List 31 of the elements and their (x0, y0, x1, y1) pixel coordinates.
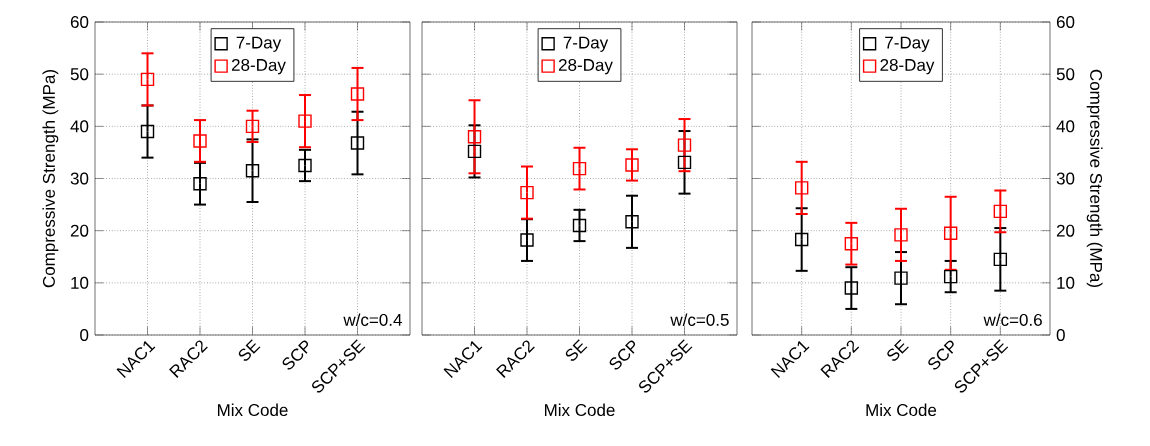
y-axis-title: Compressive Strength (MPa) (42, 70, 59, 288)
annotation: w/c=0.6 (983, 313, 1042, 326)
annotation: w/c=0.5 (670, 313, 729, 326)
legend-label: 28-Day (231, 58, 286, 75)
legend-label: 28-Day (558, 58, 613, 75)
y2-axis-title: Compressive Strength (MPa) (1086, 69, 1103, 288)
y2-tick-label: 40 (1056, 120, 1075, 133)
y2-tick-label: 0 (1056, 329, 1065, 342)
x-tick-label: SE (565, 339, 588, 361)
y-tick-label: 50 (70, 68, 89, 81)
x-axis-title: Mix Code (544, 403, 615, 417)
x-tick-label: SE (887, 339, 909, 361)
y-tick-label: 30 (70, 172, 89, 185)
legend-label: 7-Day (885, 36, 930, 52)
y-tick-label: 40 (70, 120, 89, 133)
y2-tick-label: 10 (1057, 276, 1075, 289)
y-tick-label: 10 (71, 276, 89, 289)
x-tick-label: SE (238, 339, 261, 361)
x-axis-title: Mix Code (217, 403, 288, 417)
legend-label: 28-Day (880, 58, 935, 75)
annotation: w/c=0.4 (343, 313, 402, 326)
x-axis-title: Mix Code (866, 403, 937, 417)
y2-tick-label: 60 (1056, 16, 1075, 29)
legend-label: 7-Day (563, 36, 609, 52)
y2-tick-label: 50 (1056, 68, 1075, 81)
legend-label: 7-Day (236, 36, 282, 52)
y-tick-label: 20 (70, 224, 89, 237)
y-tick-label: 60 (70, 16, 89, 29)
y2-tick-label: 30 (1056, 172, 1075, 185)
y2-tick-label: 20 (1056, 224, 1075, 237)
y-tick-label: 0 (80, 329, 89, 342)
